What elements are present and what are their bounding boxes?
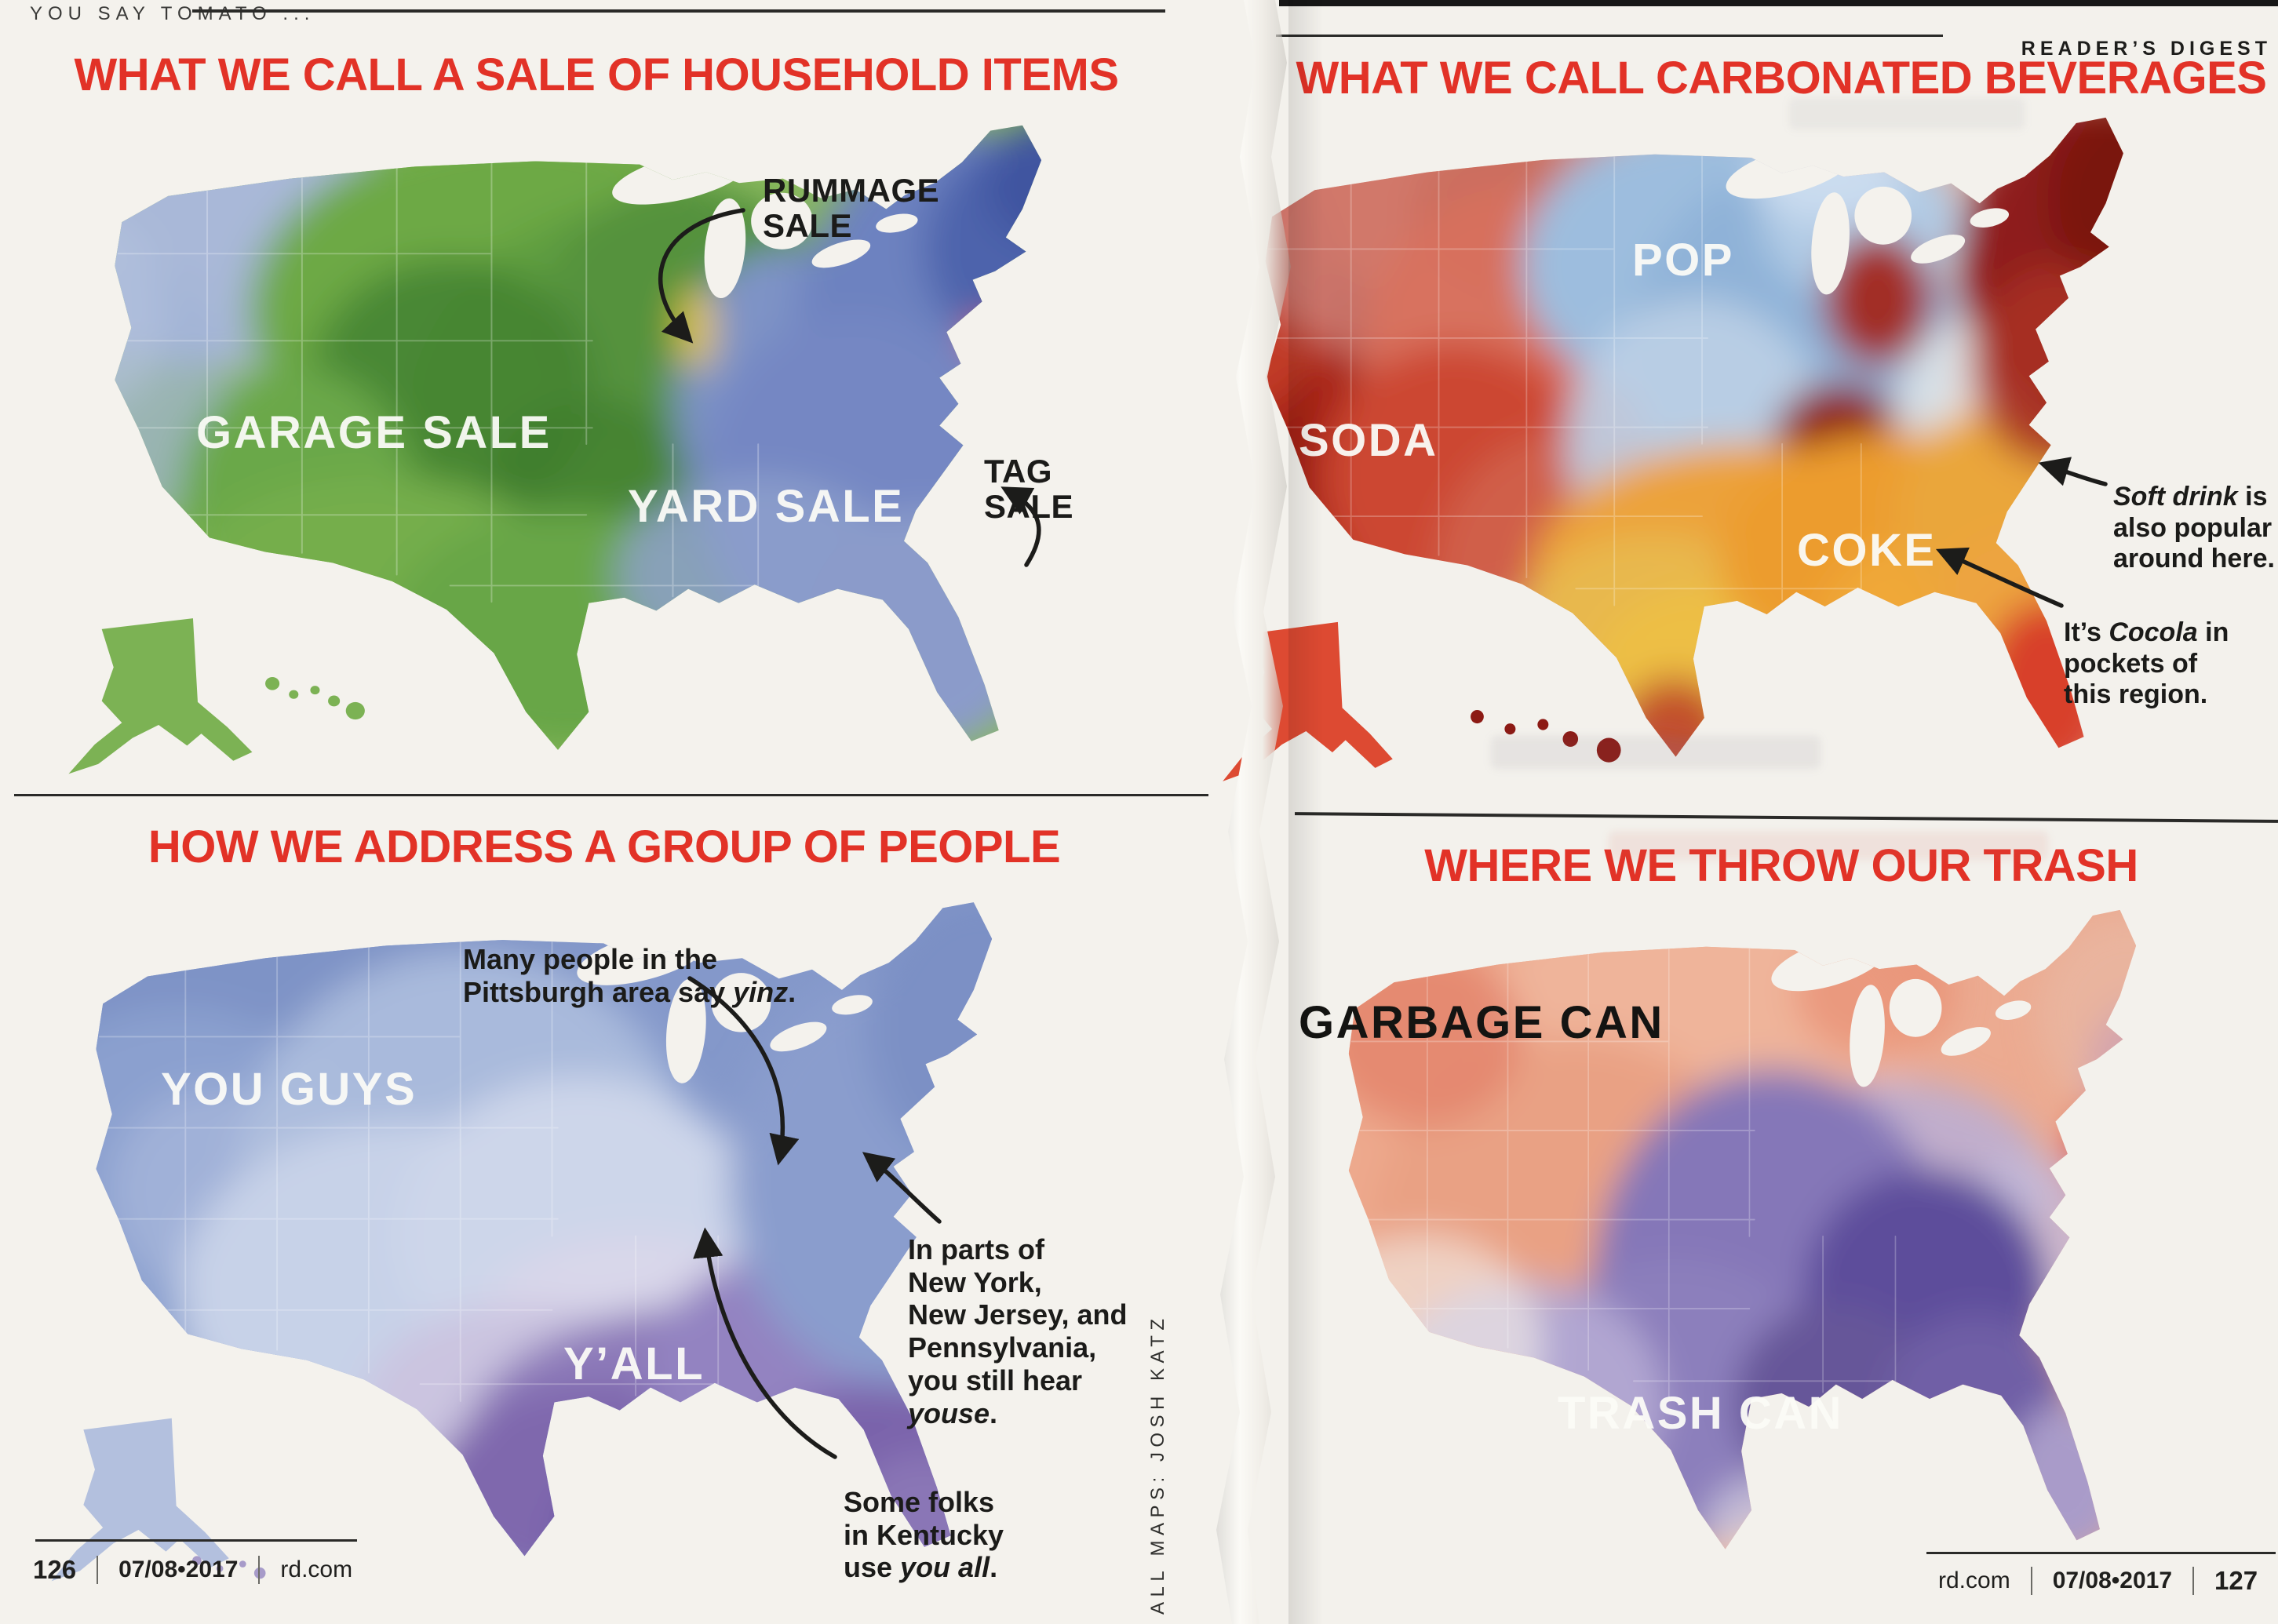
page-number: 127 (2214, 1566, 2258, 1595)
region-label-garage-sale: GARAGE SALE (196, 407, 552, 458)
callout-soft-drink: Soft drink is also popular around here. (2113, 451, 2275, 575)
divider-left-page (14, 794, 1208, 796)
callout-yinz-italic: yinz (733, 975, 789, 1008)
hawaii-shapes (1471, 710, 1621, 763)
callout-you-all-pre: Some folks in Kentucky use (844, 1485, 1004, 1584)
region-label-coke: COKE (1797, 525, 1937, 576)
callout-yinz: Many people in the Pittsburgh area say y… (463, 910, 796, 1008)
callout-rummage-sale: RUMMAGE SALE (763, 172, 940, 245)
callout-soft-drink-rest: is also popular around here. (2113, 482, 2275, 574)
callout-cocola-rest: in pockets of this region. (2064, 617, 2229, 710)
soda-map-art (1223, 117, 2123, 781)
callout-youse: In parts of New York, New Jersey, and Pe… (908, 1200, 1127, 1429)
footer-separator (258, 1556, 261, 1584)
callout-cocola-italic: Cocola (2109, 617, 2198, 648)
alaska-shape (1223, 621, 1393, 781)
callout-cocola: It’s Cocola in pockets of this region. (2064, 587, 2229, 711)
callout-youse-rest: . (990, 1396, 998, 1429)
sale-map-art (68, 125, 1042, 774)
section-tagline: YOU SAY TOMATO ... (30, 3, 315, 24)
callout-yinz-pre: Many people in the Pittsburgh area say (463, 942, 726, 1008)
trash-map-art (1348, 909, 2137, 1549)
map-title-trash: WHERE WE THROW OUR TRASH (1424, 840, 2138, 891)
group-map-art (51, 902, 993, 1582)
issue-date: 07/08•2017 (118, 1557, 239, 1582)
page-left: YOU SAY TOMATO ... WHAT WE CALL A SALE O… (8, 3, 1208, 1600)
callout-yinz-rest: . (788, 975, 796, 1008)
footer-right: rd.com 07/08•2017 127 (1938, 1566, 2258, 1596)
top-rule-right (1276, 35, 1943, 37)
magazine-brand: READER’S DIGEST (2021, 38, 2272, 60)
region-label-yall: Y’ALL (563, 1338, 705, 1389)
site-url: rd.com (280, 1557, 353, 1582)
map-trash: GARBAGE CAN TRASH CAN (1271, 902, 2278, 1593)
region-label-you-guys: YOU GUYS (161, 1064, 417, 1115)
callout-tag-sale: TAG SALE (984, 453, 1074, 526)
callout-youse-italic: youse (908, 1396, 990, 1429)
footer-rule-right (1926, 1552, 2276, 1554)
region-label-trash-can: TRASH CAN (1558, 1388, 1844, 1439)
map-group-of-people: YOU GUYS Y’ALL Many people in the Pittsb… (8, 894, 1154, 1600)
footer-separator (2192, 1567, 2195, 1595)
map-title-carbonated-beverages: WHAT WE CALL CARBONATED BEVERAGES (1296, 53, 2267, 104)
issue-date: 07/08•2017 (2052, 1568, 2173, 1593)
region-label-soda: SODA (1299, 415, 1438, 466)
page-edge-bar (1279, 0, 2278, 6)
map-title-household-sale: WHAT WE CALL A SALE OF HOUSEHOLD ITEMS (74, 49, 1119, 100)
callout-soft-drink-italic: Soft drink (2113, 482, 2238, 512)
alaska-shape (68, 618, 253, 774)
footer-separator (97, 1556, 99, 1584)
map-household-sale: GARAGE SALE YARD SALE RUMMAGE SALE TAG S… (24, 118, 1208, 792)
callout-you-all: Some folks in Kentucky use you all. (844, 1453, 1004, 1584)
callout-cocola-pre: It’s (2064, 617, 2109, 648)
callout-youse-pre: In parts of New York, New Jersey, and Pe… (908, 1233, 1128, 1396)
hawaii-shapes (265, 676, 365, 720)
callout-you-all-italic: you all (900, 1551, 990, 1584)
page-number: 126 (33, 1555, 77, 1584)
top-rule-left (192, 9, 1165, 13)
region-label-garbage-can: GARBAGE CAN (1299, 997, 1664, 1048)
map-title-group-of-people: HOW WE ADDRESS A GROUP OF PEOPLE (148, 821, 1061, 872)
maps-credit: ALL MAPS: JOSH KATZ (1147, 1313, 1168, 1615)
site-url: rd.com (1938, 1568, 2010, 1593)
footer-left: 126 07/08•2017 rd.com (33, 1555, 352, 1585)
region-label-yard-sale: YARD SALE (628, 481, 905, 532)
region-label-pop: POP (1632, 235, 1734, 286)
footer-separator (2030, 1567, 2032, 1595)
callout-you-all-rest: . (990, 1551, 998, 1584)
footer-rule-left (35, 1539, 357, 1542)
map-carbonated-beverages: POP SODA COKE Soft drink is also popular… (1181, 110, 2278, 800)
